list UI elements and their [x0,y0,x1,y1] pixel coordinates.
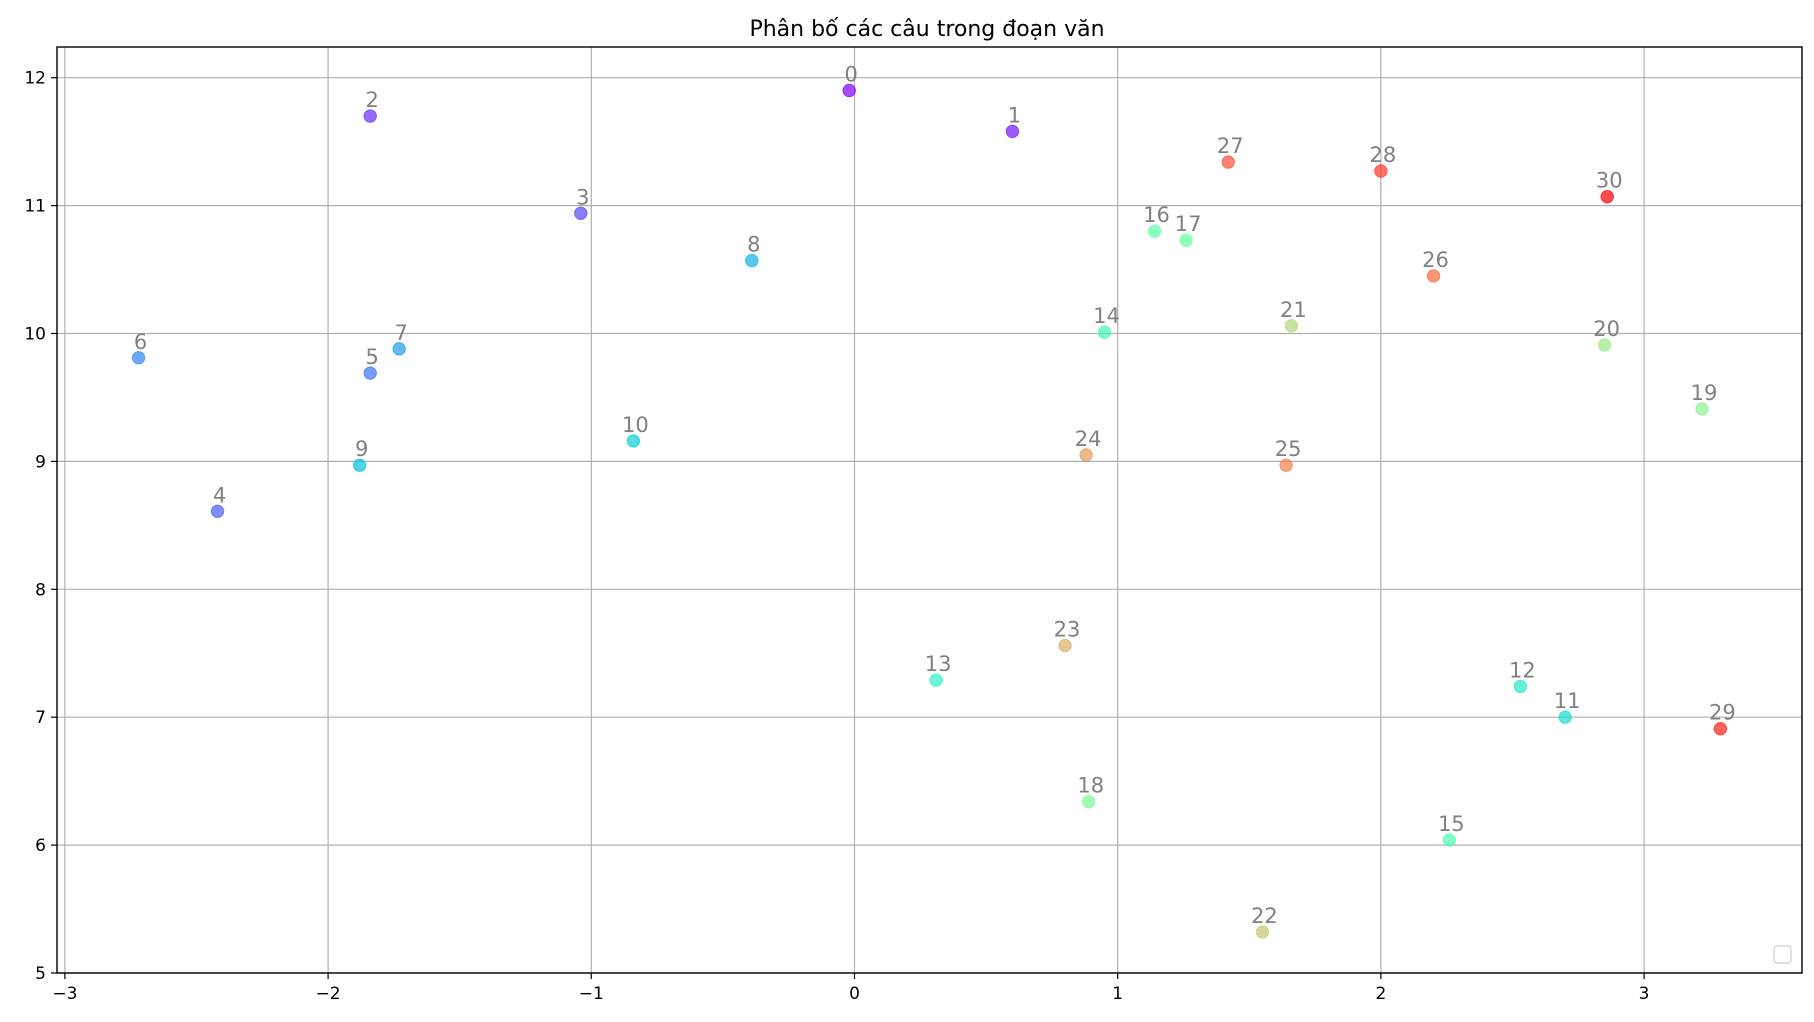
x-tick-label: −1 [579,984,604,1004]
point-label: 28 [1370,143,1397,167]
point-label: 22 [1251,904,1278,928]
x-tick-label: −2 [316,984,341,1004]
x-tick-label: 0 [849,984,860,1004]
data-point [929,673,943,687]
point-label: 24 [1075,427,1102,451]
point-label: 6 [134,330,147,354]
data-point [392,342,406,356]
x-axis-ticks: −3 −2 −1 0 1 2 3 [52,973,1649,1004]
x-tick-label: 3 [1639,984,1650,1004]
data-point [1374,164,1388,178]
x-tick-label: 2 [1375,984,1386,1004]
chart-title: Phân bố các câu trong đoạn văn [749,17,1104,42]
y-tick-label: 6 [35,836,46,856]
point-label: 30 [1596,169,1623,193]
point-label: 0 [845,62,858,86]
point-label: 27 [1217,134,1244,158]
point-label: 20 [1593,317,1620,341]
point-label: 26 [1422,248,1449,272]
data-point [1426,269,1441,283]
data-point [1713,722,1728,736]
point-label: 1 [1008,103,1021,127]
point-label: 5 [366,345,379,369]
point-label: 11 [1554,689,1581,713]
data-point [1284,319,1299,333]
data-point [842,83,856,98]
point-label: 8 [747,233,760,257]
data-point [1147,224,1162,238]
point-label: 16 [1143,203,1170,227]
point-label: 29 [1709,701,1736,725]
data-point [1513,679,1528,694]
x-tick-label: −3 [52,984,77,1004]
y-tick-label: 8 [35,580,46,600]
point-label: 12 [1509,659,1536,683]
data-point [1600,189,1614,204]
grid-lines [57,47,1802,974]
point-label: 18 [1077,774,1104,798]
y-tick-label: 12 [24,69,46,89]
data-point [1442,833,1457,847]
data-point [363,109,377,123]
point-label: 15 [1438,812,1465,836]
data-points [131,83,1728,939]
data-point [745,253,759,268]
plot-area-frame [56,46,1803,974]
y-tick-label: 9 [35,452,46,472]
data-point [131,351,146,365]
data-point [363,366,377,380]
data-point [1005,124,1020,139]
data-point [1097,325,1112,339]
point-label: 17 [1175,212,1202,236]
point-label: 21 [1280,298,1307,322]
point-label: 10 [622,413,649,437]
data-point [1058,638,1072,653]
x-tick-label: 1 [1112,984,1123,1004]
data-point [1079,448,1093,462]
data-point [626,434,641,448]
point-label: 3 [576,185,589,209]
point-label: 9 [355,437,368,461]
data-point [1082,794,1096,809]
data-point [1221,155,1235,169]
y-tick-label: 5 [35,964,46,984]
point-label: 2 [366,88,379,112]
data-point [210,504,225,518]
point-label: 14 [1093,304,1120,328]
data-point [1179,233,1193,247]
y-axis-ticks: 5 6 7 8 9 10 11 12 [24,69,57,984]
data-point [1255,925,1270,939]
data-point [1597,338,1612,352]
data-point [1695,402,1709,416]
point-label: 23 [1054,618,1081,642]
point-label: 25 [1275,437,1302,461]
data-point [1558,710,1572,724]
y-tick-label: 11 [24,197,46,217]
data-point [352,458,367,472]
legend-box [1773,945,1792,964]
point-label: 19 [1691,381,1718,405]
data-point [1279,458,1293,472]
point-label: 7 [394,321,407,345]
y-tick-label: 10 [24,324,46,344]
data-point [574,206,588,220]
y-tick-label: 7 [35,708,46,728]
point-label: 13 [925,652,952,676]
point-label: 4 [213,483,226,507]
